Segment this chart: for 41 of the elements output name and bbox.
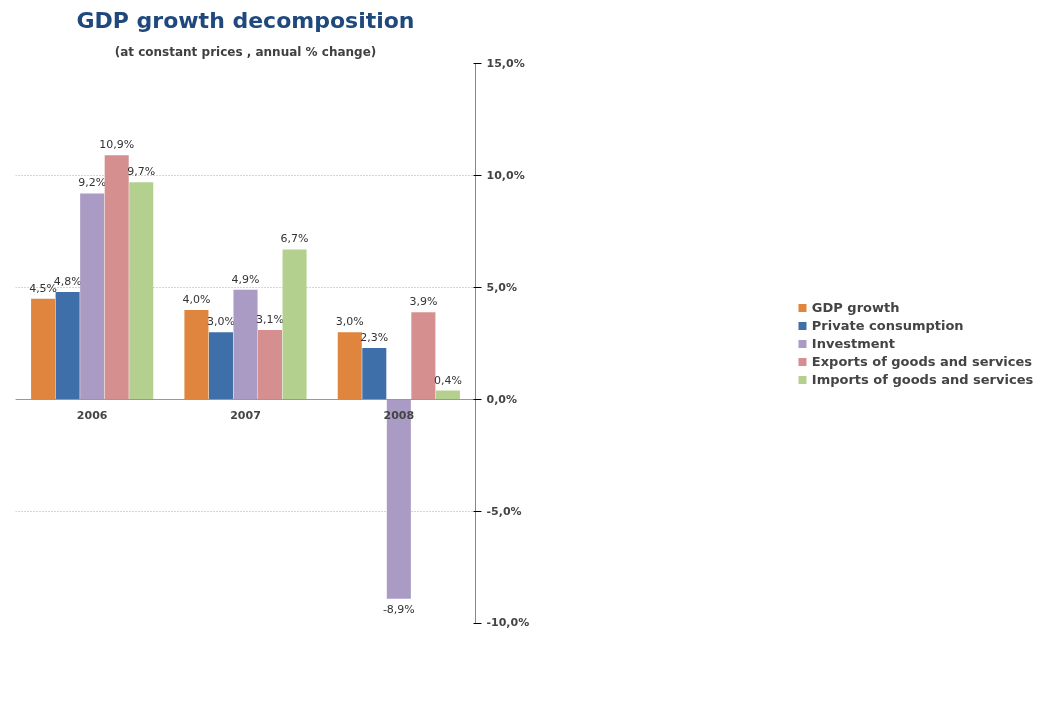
x-tick-label: 2006 — [76, 408, 108, 422]
bar — [208, 332, 233, 400]
legend-label: Exports of goods and services — [811, 353, 1033, 369]
data-label: 4,9% — [231, 272, 260, 286]
data-label: 10,9% — [99, 138, 135, 152]
data-label: 0,4% — [433, 373, 462, 387]
x-tick-label: 2007 — [230, 408, 261, 422]
legend-label: Imports of goods and services — [811, 371, 1034, 387]
bar — [129, 182, 154, 400]
data-label: 3,1% — [256, 313, 285, 327]
bar — [337, 332, 362, 400]
legend-label: Private consumption — [811, 317, 964, 333]
data-label: 3,0% — [335, 315, 364, 329]
data-label: 9,2% — [78, 176, 107, 190]
data-label: 6,7% — [280, 232, 309, 246]
bar — [362, 347, 387, 400]
bar — [55, 291, 80, 400]
y-tick-label: -10,0% — [486, 615, 530, 629]
y-tick-label: 15,0% — [486, 57, 525, 70]
bar — [411, 312, 436, 400]
bar — [31, 298, 56, 400]
data-label: 4,8% — [53, 274, 82, 288]
bar — [104, 155, 129, 400]
data-label: -8,9% — [382, 602, 415, 616]
legend-label: GDP growth — [811, 299, 900, 315]
data-label: 3,0% — [206, 315, 235, 329]
chart-subtitle: (at constant prices , annual % change) — [114, 44, 377, 59]
bar — [184, 309, 209, 400]
y-tick-label: 5,0% — [486, 281, 518, 294]
bar — [80, 193, 105, 400]
y-tick-label: -5,0% — [486, 505, 522, 518]
data-label: 3,9% — [409, 295, 438, 309]
bar — [233, 289, 258, 400]
bar — [282, 249, 307, 400]
data-label: 9,7% — [127, 165, 156, 179]
y-tick-label: 0,0% — [486, 393, 518, 406]
y-tick-label: 10,0% — [486, 169, 525, 182]
data-label: 4,0% — [182, 292, 211, 306]
legend-label: Investment — [811, 335, 895, 351]
chart-title: GDP growth decomposition — [76, 7, 415, 33]
bar — [258, 330, 283, 400]
